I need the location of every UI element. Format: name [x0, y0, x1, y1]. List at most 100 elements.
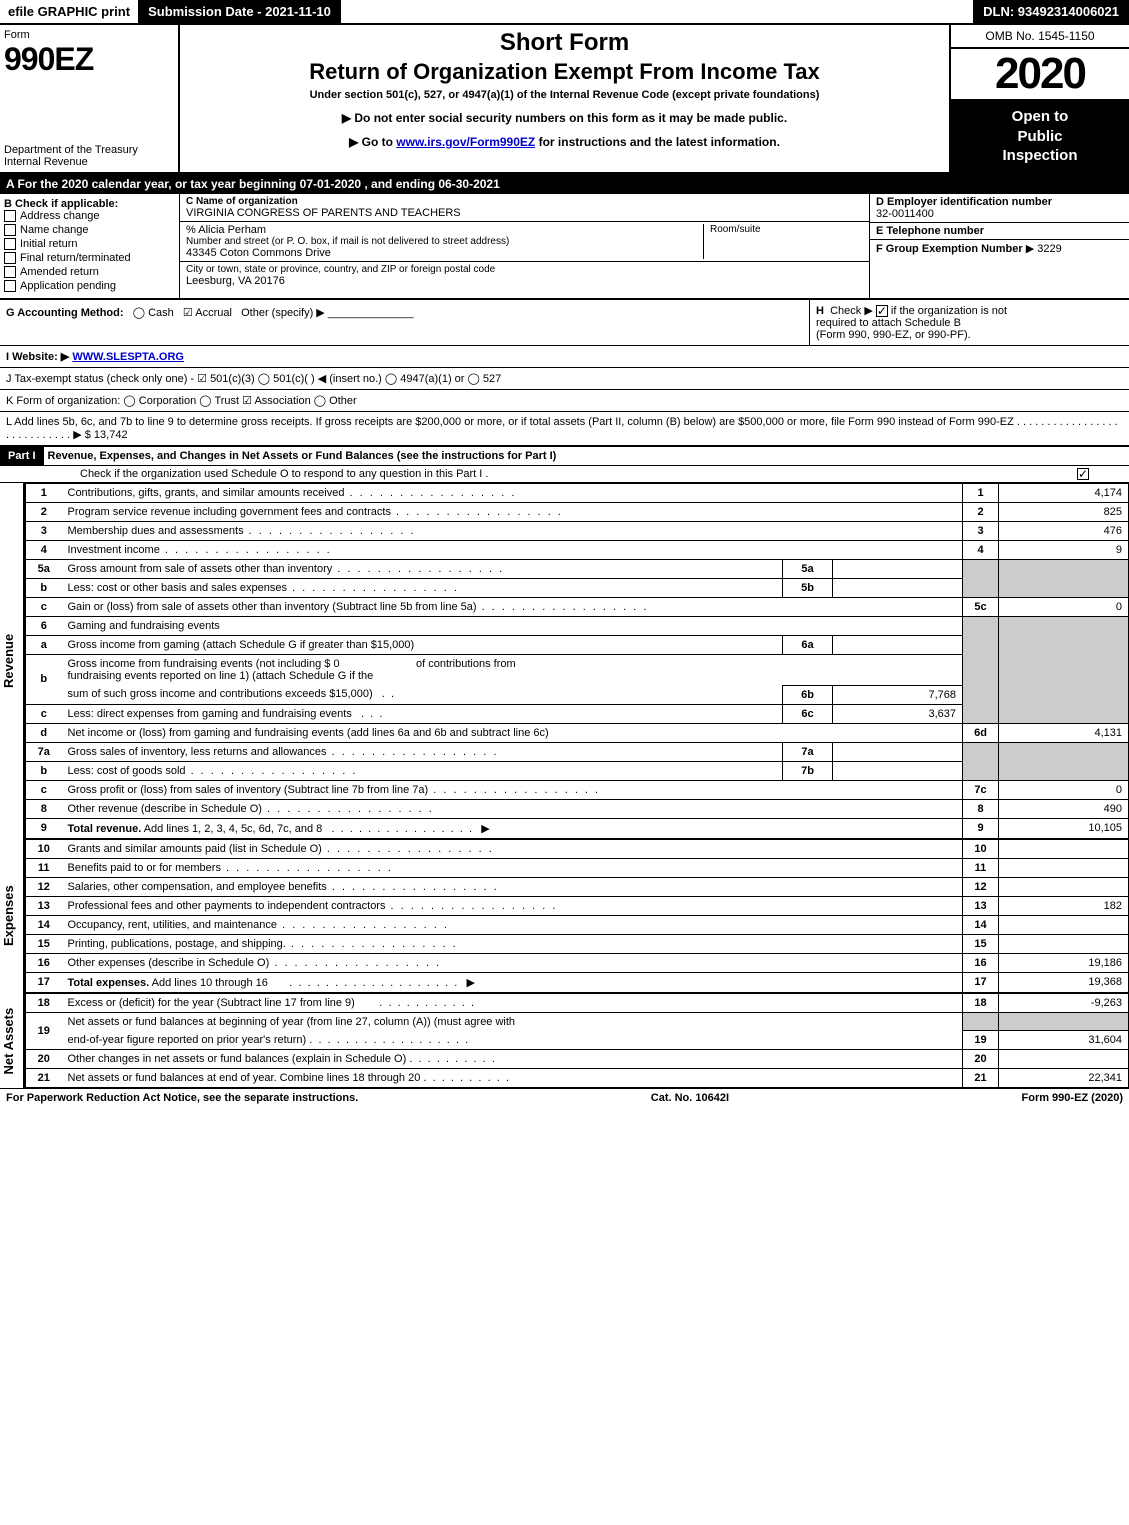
section-l: L Add lines 5b, 6c, and 7b to line 9 to … [0, 412, 1129, 447]
line-box: 11 [963, 858, 999, 877]
submission-date-button[interactable]: Submission Date - 2021-11-10 [138, 0, 341, 23]
checkbox-icon[interactable] [1077, 468, 1089, 480]
line-box: 4 [963, 540, 999, 559]
table-row: cGain or (loss) from sale of assets othe… [26, 597, 1129, 616]
table-row: 15Printing, publications, postage, and s… [26, 934, 1129, 953]
sub-box: 5a [783, 559, 833, 578]
shaded-cell [999, 559, 1129, 597]
line-amount [999, 915, 1129, 934]
check-application-pending[interactable]: Application pending [4, 280, 175, 292]
line-amount: 9 [999, 540, 1129, 559]
table-row: 16Other expenses (describe in Schedule O… [26, 953, 1129, 972]
line-num: 15 [26, 934, 62, 953]
section-j-text: J Tax-exempt status (check only one) - ☑… [6, 372, 501, 385]
table-row: 13Professional fees and other payments t… [26, 896, 1129, 915]
check-amended[interactable]: Amended return [4, 266, 175, 278]
line-num: c [26, 704, 62, 723]
line-amount: 182 [999, 896, 1129, 915]
efile-button[interactable]: efile GRAPHIC print [0, 0, 138, 23]
line-box: 9 [963, 818, 999, 838]
line-amount: 0 [999, 597, 1129, 616]
table-row: 8Other revenue (describe in Schedule O)8… [26, 799, 1129, 818]
form-title-1: Short Form [186, 29, 943, 57]
line-num: 16 [26, 953, 62, 972]
check-name-change[interactable]: Name change [4, 224, 175, 236]
exemption-number: ▶ 3229 [1026, 243, 1062, 255]
check-address-change[interactable]: Address change [4, 210, 175, 222]
line-box: 7c [963, 780, 999, 799]
line-amount: 4,174 [999, 483, 1129, 502]
line-amount: 0 [999, 780, 1129, 799]
shaded-cell [999, 1012, 1129, 1031]
check-label: Name change [20, 224, 89, 236]
line-box: 12 [963, 877, 999, 896]
table-row: 19Net assets or fund balances at beginni… [26, 1012, 1129, 1031]
line-amount: 825 [999, 502, 1129, 521]
line-desc: Grants and similar amounts paid (list in… [62, 839, 963, 858]
part-1-badge: Part I [0, 447, 44, 465]
form-title-2: Return of Organization Exempt From Incom… [186, 59, 943, 85]
line-desc: Gross income from fundraising events (no… [62, 654, 963, 685]
header-center: Short Form Return of Organization Exempt… [180, 25, 949, 172]
part-1-subtext: Check if the organization used Schedule … [0, 466, 1129, 483]
care-of: % Alicia Perham [186, 224, 703, 236]
line-num: c [26, 780, 62, 799]
h-text-1: Check ▶ [830, 305, 873, 317]
checkbox-icon [4, 224, 16, 236]
g-accrual[interactable]: Accrual [195, 307, 232, 319]
irs-link[interactable]: www.irs.gov/Form990EZ [396, 135, 535, 149]
line-amount: 476 [999, 521, 1129, 540]
instr2-suffix: for instructions and the latest informat… [535, 135, 780, 149]
line-amount [999, 858, 1129, 877]
h-text-2: if the organization is not [891, 305, 1007, 317]
room-suite-label: Room/suite [703, 224, 863, 259]
shaded-cell [963, 616, 999, 723]
checkbox-icon [4, 238, 16, 250]
line-num: b [26, 578, 62, 597]
line-desc: Other changes in net assets or fund bala… [62, 1050, 963, 1069]
line-desc: Program service revenue including govern… [62, 502, 963, 521]
form-header: Form 990EZ Department of the Treasury In… [0, 25, 1129, 174]
line-num: 18 [26, 993, 62, 1012]
line-desc: Total revenue. Add lines 1, 2, 3, 4, 5c,… [62, 818, 963, 838]
line-num: a [26, 635, 62, 654]
line-desc: Professional fees and other payments to … [62, 896, 963, 915]
line-desc: Benefits paid to or for members [62, 858, 963, 877]
checkbox-icon[interactable] [876, 305, 888, 317]
line-amount: 19,368 [999, 972, 1129, 992]
g-cash[interactable]: Cash [148, 307, 174, 319]
table-row: 17Total expenses. Add lines 10 through 1… [26, 972, 1129, 992]
tax-period: A For the 2020 calendar year, or tax yea… [0, 174, 1129, 194]
checkbox-icon [4, 280, 16, 292]
line-box: 15 [963, 934, 999, 953]
line-num: 9 [26, 818, 62, 838]
sub-amount [833, 635, 963, 654]
g-other[interactable]: Other (specify) ▶ [241, 307, 325, 319]
line-desc: Gross sales of inventory, less returns a… [62, 742, 783, 761]
checkbox-icon [4, 252, 16, 264]
city-state-zip: Leesburg, VA 20176 [186, 275, 863, 287]
ein-label: D Employer identification number [876, 196, 1123, 208]
line-box: 8 [963, 799, 999, 818]
line-amount: 4,131 [999, 723, 1129, 742]
check-initial-return[interactable]: Initial return [4, 238, 175, 250]
department-label: Department of the Treasury Internal Reve… [4, 124, 174, 168]
table-row: 5aGross amount from sale of assets other… [26, 559, 1129, 578]
line-desc: Net assets or fund balances at beginning… [62, 1012, 963, 1031]
sub-box: 6c [783, 704, 833, 723]
line-box: 19 [963, 1031, 999, 1050]
check-final-return[interactable]: Final return/terminated [4, 252, 175, 264]
line-box: 14 [963, 915, 999, 934]
h-text-3: required to attach Schedule B [816, 317, 961, 329]
table-row: 4Investment income49 [26, 540, 1129, 559]
line-num: 2 [26, 502, 62, 521]
website-link[interactable]: WWW.SLESPTA.ORG [72, 351, 184, 363]
shaded-cell [963, 742, 999, 780]
line-box: 21 [963, 1069, 999, 1088]
line-box: 13 [963, 896, 999, 915]
table-row: 21Net assets or fund balances at end of … [26, 1069, 1129, 1088]
h-text-4: (Form 990, 990-EZ, or 990-PF). [816, 329, 971, 341]
line-num: 12 [26, 877, 62, 896]
city-label: City or town, state or province, country… [186, 264, 863, 275]
line-box: 10 [963, 839, 999, 858]
